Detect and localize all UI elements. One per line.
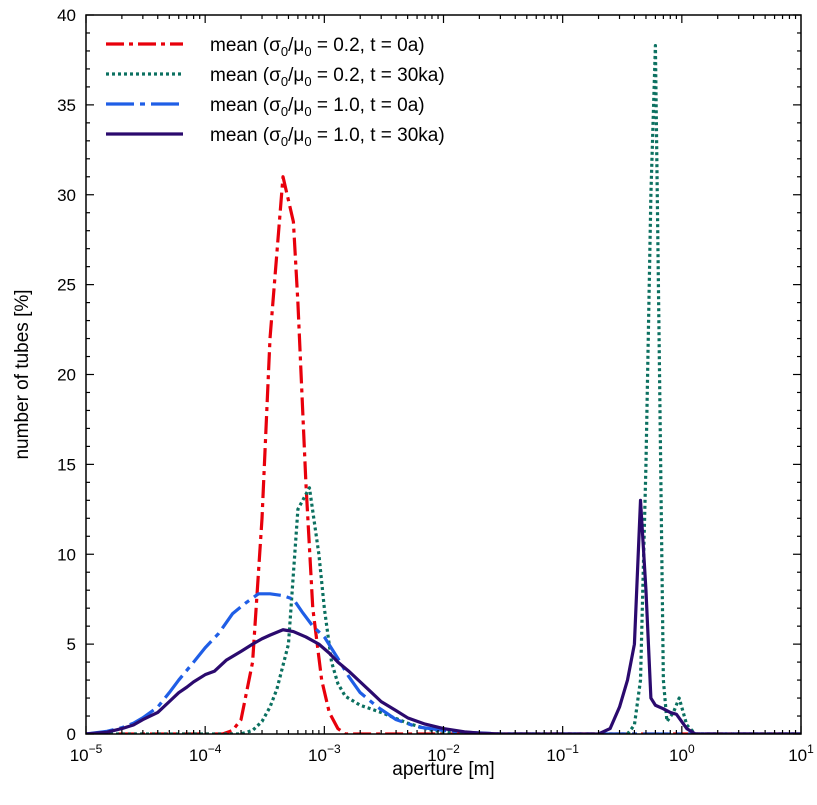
y-tick-label: 40 [57,6,76,25]
x-tick-label: 10−3 [308,742,341,765]
x-tick-label: 100 [669,742,695,765]
x-tick-label: 10−5 [70,742,103,765]
legend-label-4: mean (σ0/μ0 = 1.0, t = 30ka) [210,125,445,149]
y-tick-label: 30 [57,186,76,205]
legend-label-2: mean (σ0/μ0 = 0.2, t = 30ka) [210,65,445,89]
legend-label-3: mean (σ0/μ0 = 1.0, t = 0a) [210,95,425,119]
series-line-3 [86,592,801,734]
plot-frame [85,14,802,735]
x-tick-label: 10−2 [427,742,460,765]
legend-label-1: mean (σ0/μ0 = 0.2, t = 0a) [210,35,425,59]
x-tick-label: 10−1 [546,742,579,765]
ticks-layer: 0 5 10 15 20 25 30 35 40 10−5 10−4 10−3 10−2 10−1 100 1… [57,6,814,765]
series-line-4 [86,498,801,734]
y-tick-label: 5 [67,635,76,654]
y-tick-label: 35 [57,96,76,115]
y-tick-label: 15 [57,455,76,474]
y-tick-label: 0 [67,725,76,744]
y-tick-label: 10 [57,545,76,564]
x-tick-label: 101 [788,742,814,765]
legend: mean (σ0/μ0 = 0.2, t = 0a) mean (σ0/μ0 = … [106,35,445,149]
y-axis-title: number of tubes [%] [12,289,33,459]
y-tick-label: 25 [57,276,76,295]
x-tick-label: 10−4 [189,742,222,765]
y-tick-label: 20 [57,366,76,385]
series-layer [86,43,801,734]
series-line-2 [86,43,801,734]
x-axis-title: aperture [m] [392,759,494,780]
series-line-1 [86,175,801,734]
